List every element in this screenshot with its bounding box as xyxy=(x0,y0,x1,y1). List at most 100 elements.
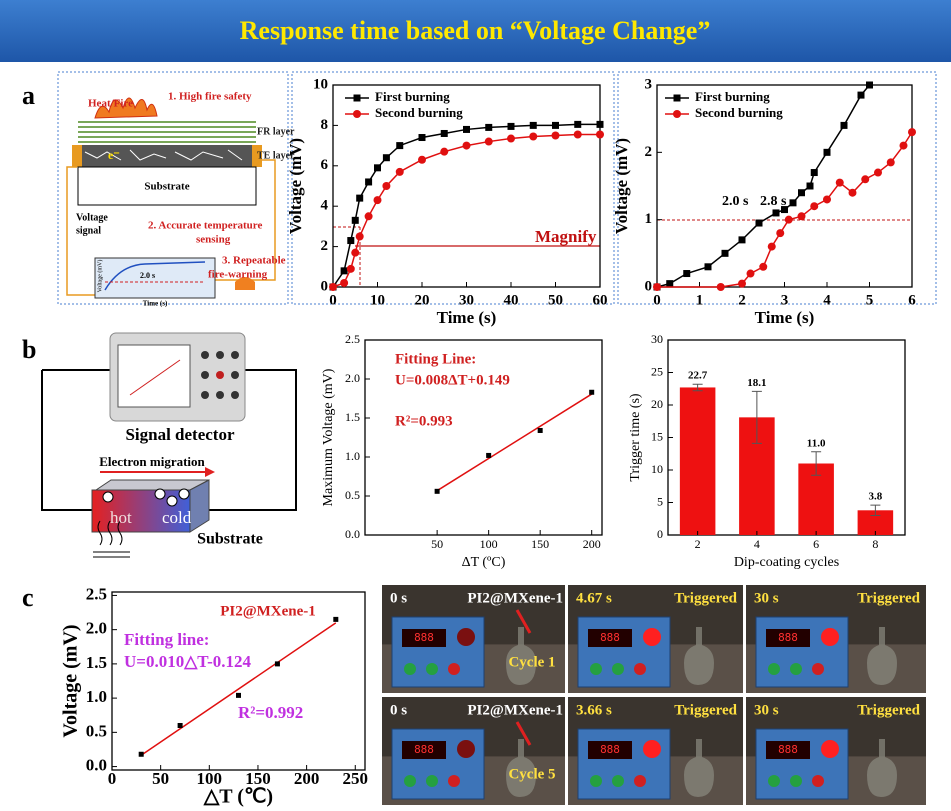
inset-curve xyxy=(104,261,206,291)
y-tick-label: 1 xyxy=(645,211,653,227)
controller xyxy=(755,728,849,800)
marker xyxy=(866,81,873,89)
x-tick-label: 200 xyxy=(583,537,601,551)
alarm-lamp xyxy=(643,740,661,758)
marker xyxy=(356,194,364,202)
marker xyxy=(373,196,382,205)
label: Substrate xyxy=(197,531,263,548)
button xyxy=(768,775,780,787)
annotation: R²=0.992 xyxy=(238,703,303,722)
display-digits: 888 xyxy=(600,743,620,756)
point xyxy=(434,488,440,494)
marker xyxy=(767,242,776,251)
y-tick-label: 10 xyxy=(651,462,663,476)
legend-label: Second burning xyxy=(695,105,783,120)
photo-label: PI2@MXene-1 xyxy=(467,590,563,606)
marker xyxy=(574,120,582,128)
controller-display xyxy=(766,629,810,647)
marker xyxy=(886,158,895,167)
alarm-lamp xyxy=(643,628,661,646)
marker xyxy=(738,236,746,244)
marker xyxy=(721,249,729,257)
x-tick-label: 2 xyxy=(695,537,701,551)
marker xyxy=(704,263,712,271)
label: signal xyxy=(76,225,101,236)
legend-marker xyxy=(353,110,361,118)
marker xyxy=(485,123,493,131)
flask xyxy=(506,627,536,685)
marker xyxy=(810,202,819,211)
marker xyxy=(351,248,360,257)
marker xyxy=(738,279,746,288)
marker xyxy=(346,264,355,273)
photo-cycle: Cycle 1 xyxy=(508,654,555,670)
panel-label: c xyxy=(22,583,34,612)
y-tick-label: 30 xyxy=(651,332,663,346)
marker xyxy=(759,262,768,271)
y-tick-label: 2.5 xyxy=(86,584,107,603)
button xyxy=(590,775,602,787)
button xyxy=(790,775,802,787)
circuit xyxy=(41,369,297,511)
y-tick-label: 1.0 xyxy=(345,449,360,463)
marker xyxy=(683,270,691,278)
y-tick-label: 1.0 xyxy=(86,687,107,706)
legend-marker xyxy=(673,110,681,118)
marker xyxy=(806,182,814,190)
marker xyxy=(551,131,560,140)
x-tick-label: 250 xyxy=(343,769,369,788)
title-banner xyxy=(0,0,951,62)
marker xyxy=(374,164,381,172)
y-tick-label: 0.0 xyxy=(86,755,107,774)
label: 3. Repeatable xyxy=(222,255,286,267)
label: Time (s) xyxy=(143,300,168,308)
x-tick-label: 20 xyxy=(415,292,430,308)
photo-time: 30 s xyxy=(754,590,779,606)
x-tick-label: 4 xyxy=(823,292,831,308)
x-tick-label: 1 xyxy=(696,292,704,308)
flask xyxy=(867,739,897,797)
marker xyxy=(396,142,404,150)
flask xyxy=(684,627,714,685)
photo-time: 0 s xyxy=(390,590,407,606)
controller xyxy=(577,616,671,688)
x-tick-label: 150 xyxy=(531,537,549,551)
marker xyxy=(789,199,797,207)
x-axis-label: ΔT (ºC) xyxy=(462,555,506,570)
x-tick-label: 0 xyxy=(653,292,661,308)
y-tick-label: 6 xyxy=(321,157,329,173)
label: Voltage xyxy=(76,212,108,223)
marker xyxy=(776,229,785,238)
marker xyxy=(781,206,788,214)
display-digits: 888 xyxy=(778,631,798,644)
value-label: 22.7 xyxy=(688,370,708,382)
legend-label: Second burning xyxy=(375,105,463,120)
annotation: R²=0.993 xyxy=(395,413,453,429)
point xyxy=(589,389,595,395)
label: FR layer xyxy=(257,126,295,137)
flask xyxy=(506,739,536,797)
marker xyxy=(666,280,674,288)
controller xyxy=(391,728,485,800)
controller xyxy=(391,616,485,688)
fire-icon xyxy=(94,97,158,119)
substrate xyxy=(77,166,257,206)
error-bar xyxy=(811,451,822,476)
point xyxy=(537,427,543,433)
y-axis-label: Trigger time (s) xyxy=(628,393,643,481)
button xyxy=(404,775,416,787)
button xyxy=(612,775,624,787)
marker xyxy=(772,209,780,217)
label: 1. High fire safety xyxy=(168,91,252,103)
marker xyxy=(797,212,806,221)
annotation: 2.0 s xyxy=(722,194,749,209)
label: 2. Accurate temperature xyxy=(148,220,262,232)
x-tick-label: 0 xyxy=(329,292,337,308)
x-axis-label: Time (s) xyxy=(755,308,815,327)
marker xyxy=(440,147,449,156)
marker xyxy=(552,121,559,129)
marker xyxy=(746,269,755,278)
marker xyxy=(418,155,426,164)
label: Heat/Fire xyxy=(88,98,133,110)
